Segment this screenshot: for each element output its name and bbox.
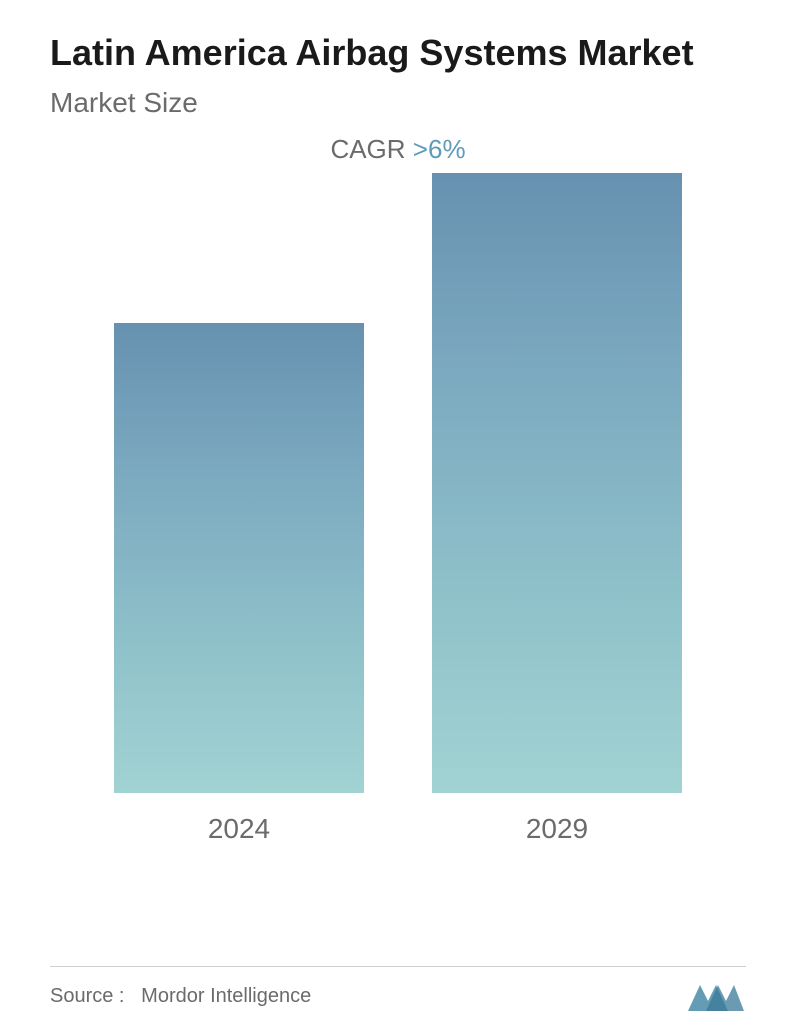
cagr-annotation: CAGR >6%: [50, 134, 746, 165]
source-attribution: Source : Mordor Intelligence: [50, 985, 311, 1008]
bar-label-2029: 2029: [526, 813, 588, 845]
bar-2029: [432, 173, 682, 793]
bar-group-2024: 2024: [99, 323, 379, 845]
bar-chart: 2024 2029: [50, 215, 746, 845]
cagr-value: >6%: [413, 134, 466, 164]
chart-container: Latin America Airbag Systems Market Mark…: [0, 0, 796, 1034]
mordor-logo-icon: [686, 979, 746, 1014]
chart-footer: Source : Mordor Intelligence: [50, 966, 746, 1014]
bar-2024: [114, 323, 364, 793]
chart-subtitle: Market Size: [50, 87, 746, 119]
bar-group-2029: 2029: [417, 173, 697, 845]
chart-title: Latin America Airbag Systems Market: [50, 30, 746, 75]
source-name: Mordor Intelligence: [141, 985, 311, 1007]
cagr-label: CAGR: [330, 134, 405, 164]
source-label: Source :: [50, 985, 124, 1007]
bar-label-2024: 2024: [208, 813, 270, 845]
